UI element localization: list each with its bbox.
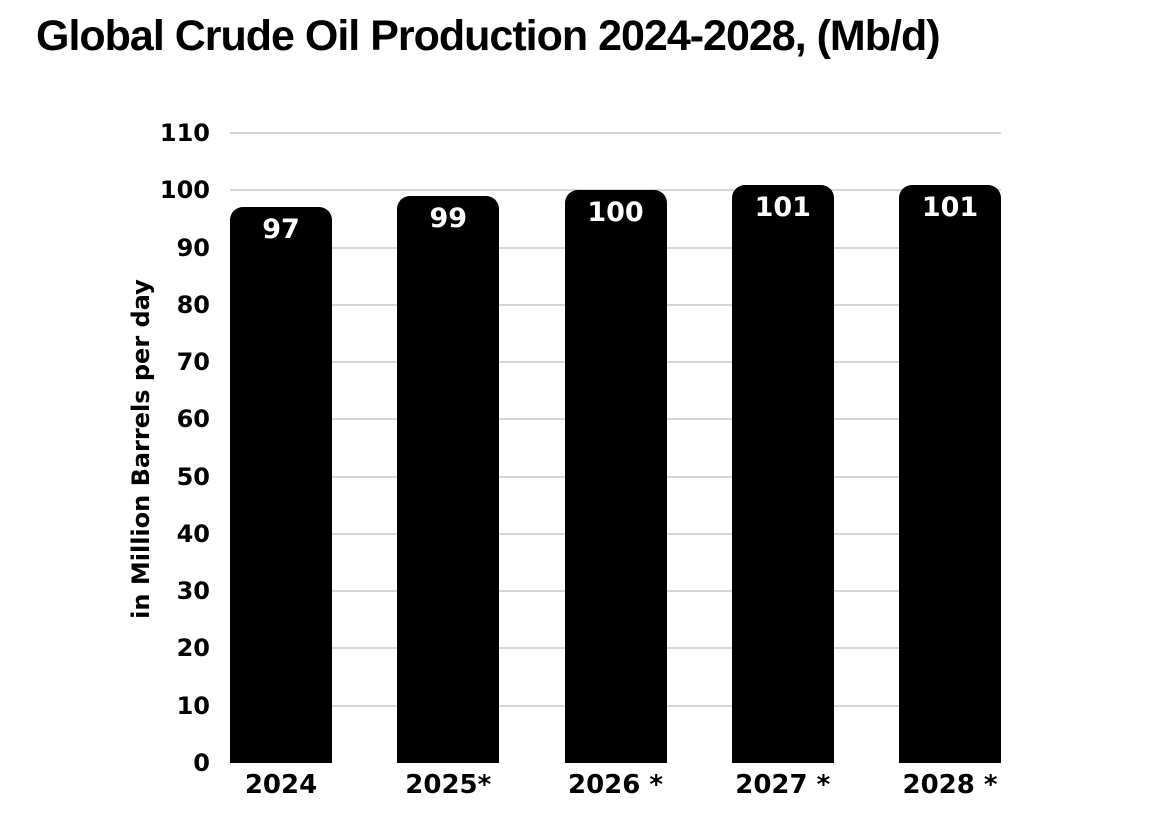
- gridline-110: [230, 132, 1001, 134]
- x-tick-label-2024: 2024: [244, 770, 318, 800]
- x-tick-label-2027: 2027 *: [735, 770, 831, 800]
- x-tick-label-2026: 2026 *: [567, 770, 663, 800]
- bar-2024: 97: [230, 207, 332, 763]
- bar-value-label-2025: 99: [429, 203, 468, 234]
- bar-value-label-2027: 101: [754, 191, 811, 223]
- y-tick-label-30: 30: [176, 577, 210, 606]
- bar-value-label-2028: 101: [921, 191, 979, 223]
- bar-value-label-2026: 100: [587, 197, 644, 229]
- y-tick-label-10: 10: [176, 691, 210, 720]
- y-tick-label-80: 80: [176, 290, 210, 319]
- bar-2025: 99: [397, 196, 500, 763]
- x-tick-label-2028: 2028 *: [902, 770, 998, 800]
- y-tick-label-40: 40: [176, 519, 210, 548]
- y-tick-label-100: 100: [159, 176, 210, 205]
- y-axis-tick-labels: 0 10 20 30 40 50 60 70 80 90 100 110: [100, 121, 210, 775]
- x-tick-label-2025: 2025*: [405, 770, 492, 800]
- y-tick-label-0: 0: [193, 749, 210, 777]
- bar-value-label-2024: 97: [262, 214, 300, 246]
- chart-title: Global Crude Oil Production 2024-2028, (…: [36, 12, 941, 60]
- bar-2026: 100: [564, 190, 667, 763]
- y-tick-label-110: 110: [159, 119, 210, 147]
- x-axis-tick-labels: 2024 2025* 2026 * 2027 * 2028 *: [230, 770, 1001, 800]
- y-tick-label-90: 90: [176, 233, 210, 262]
- y-tick-label-20: 20: [176, 634, 210, 663]
- bar-2027: 101: [731, 184, 834, 763]
- bar-2028: 101: [899, 184, 1001, 763]
- bars-group: 97 99 100 101 101: [230, 133, 1001, 763]
- y-tick-label-60: 60: [176, 405, 210, 434]
- plot-area: 97 99 100 101 101: [230, 132, 1001, 763]
- y-tick-label-70: 70: [176, 348, 210, 377]
- y-tick-label-50: 50: [176, 462, 210, 491]
